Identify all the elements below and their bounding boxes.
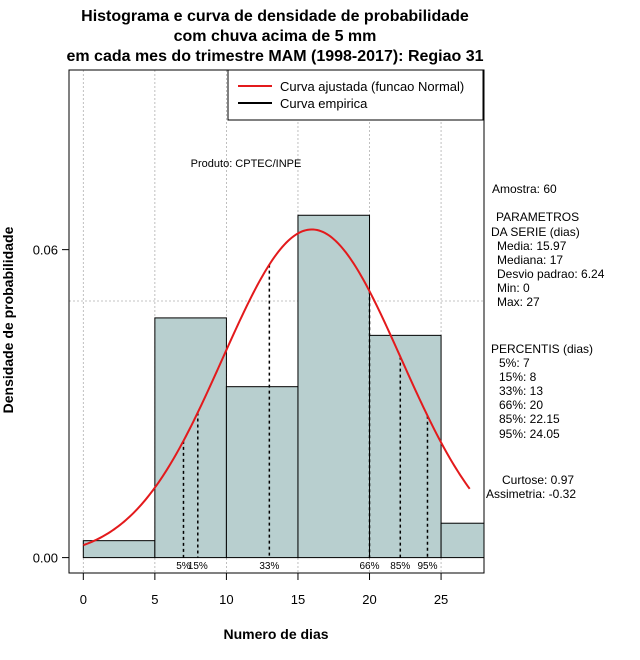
percentiles-title: PERCENTIS (dias) bbox=[491, 342, 593, 356]
x-tick-label-5: 25 bbox=[434, 592, 448, 607]
histogram-bar-3 bbox=[297, 214, 371, 559]
histogram-bar-4 bbox=[369, 334, 442, 559]
param-max: Max: 27 bbox=[497, 295, 540, 309]
skewness: Assimetria: -0.32 bbox=[486, 487, 576, 501]
normal-curve bbox=[82, 228, 471, 547]
product-label: Produto: CPTEC/INPE bbox=[191, 158, 302, 170]
param-median: Mediana: 17 bbox=[497, 253, 563, 267]
percentile-66: 66%: 20 bbox=[499, 398, 543, 412]
normal-curve-path bbox=[82, 228, 471, 547]
percentile-5: 5%: 7 bbox=[499, 356, 530, 370]
kurtosis: Curtose: 0.97 bbox=[502, 473, 574, 487]
legend-label-empirical: Curva empirica bbox=[280, 96, 368, 111]
histogram-bar-2 bbox=[225, 386, 299, 559]
percentile-label-5: 95% bbox=[417, 561, 437, 572]
x-tick-label-2: 10 bbox=[219, 592, 233, 607]
sample-size: Amostra: 60 bbox=[492, 182, 557, 196]
y-tick-label-0: 0.00 bbox=[33, 551, 58, 566]
side-statistics: Amostra: 60 PARAMETROS DA SERIE (dias) M… bbox=[486, 182, 605, 501]
y-axis-label: Densidade de probabilidade bbox=[0, 226, 16, 413]
histogram-bar-5 bbox=[440, 522, 485, 559]
percentile-label-3: 66% bbox=[360, 561, 380, 572]
legend-label-normal: Curva ajustada (funcao Normal) bbox=[280, 79, 464, 94]
param-sd: Desvio padrao: 6.24 bbox=[497, 267, 605, 281]
legend: Curva ajustada (funcao Normal) Curva emp… bbox=[227, 69, 484, 121]
histogram-bars bbox=[82, 214, 485, 559]
percentile-label-4: 85% bbox=[390, 561, 410, 572]
x-tick-label-1: 5 bbox=[151, 592, 158, 607]
histogram-bar-0 bbox=[82, 540, 156, 559]
title-line-2: com chuva acima de 5 mm bbox=[174, 28, 377, 45]
param-min: Min: 0 bbox=[497, 281, 530, 295]
histogram-bar-1 bbox=[154, 317, 227, 559]
x-tick-label-0: 0 bbox=[80, 592, 87, 607]
percentile-label-1: 15% bbox=[188, 561, 208, 572]
y-tick-label-1: 0.06 bbox=[33, 243, 58, 258]
percentile-lines: 5%15% 33% 66% 85% 95% bbox=[176, 264, 438, 572]
percentile-15: 15%: 8 bbox=[499, 370, 537, 384]
x-axis: 0 5 10 15 20 25 bbox=[80, 572, 448, 607]
grid-lines bbox=[69, 70, 484, 573]
legend-box bbox=[227, 69, 484, 121]
percentile-33: 33%: 13 bbox=[499, 384, 543, 398]
percentile-85: 85%: 22.15 bbox=[499, 412, 560, 426]
x-axis-label: Numero de dias bbox=[223, 626, 328, 642]
x-tick-label-4: 20 bbox=[362, 592, 376, 607]
title-line-1: Histograma e curva de densidade de proba… bbox=[81, 8, 469, 25]
percentile-label-0: 5% bbox=[176, 561, 191, 572]
percentile-label-2: 33% bbox=[259, 561, 279, 572]
param-mean: Media: 15.97 bbox=[497, 239, 567, 253]
params-title-1: PARAMETROS bbox=[496, 210, 579, 224]
y-axis: 0.00 0.06 bbox=[33, 243, 70, 566]
params-title-2: DA SERIE (dias) bbox=[491, 225, 580, 239]
title-line-3: em cada mes do trimestre MAM (1998-2017)… bbox=[66, 48, 483, 65]
x-tick-label-3: 15 bbox=[291, 592, 305, 607]
chart-title: Histograma e curva de densidade de proba… bbox=[66, 8, 483, 65]
percentile-95: 95%: 24.05 bbox=[499, 427, 560, 441]
